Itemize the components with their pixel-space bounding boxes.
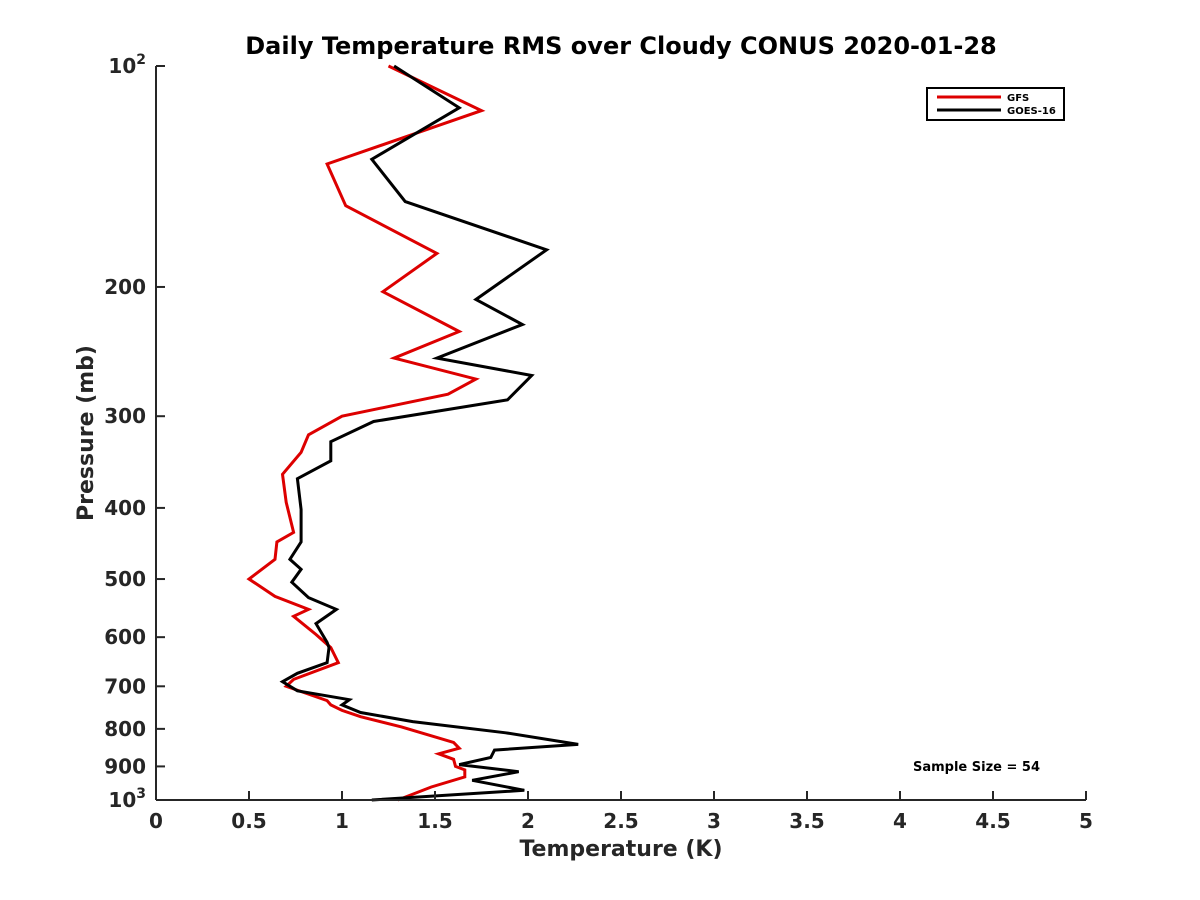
chart-title: Daily Temperature RMS over Cloudy CONUS … xyxy=(245,32,997,60)
x-tick-label: 4.5 xyxy=(975,809,1010,833)
x-tick-label: 2 xyxy=(521,809,535,833)
y-tick-label: 500 xyxy=(104,567,146,591)
x-tick-label: 3.5 xyxy=(789,809,824,833)
x-tick-label: 5 xyxy=(1079,809,1093,833)
series-line-goes-16 xyxy=(279,64,579,802)
y-tick-label: 102 xyxy=(108,52,146,78)
x-tick-label: 0.5 xyxy=(231,809,266,833)
y-tick-label: 900 xyxy=(104,754,146,778)
y-tick-label: 400 xyxy=(104,496,146,520)
legend-box xyxy=(926,87,1065,121)
y-tick-label: 300 xyxy=(104,404,146,428)
y-tick-label: 600 xyxy=(104,625,146,649)
x-tick-label: 0 xyxy=(149,809,163,833)
plot-area: 0 0.5 1 1.5 2 2.5 3 3.5 4 4.5 5 102 200 300 400 500 600 7… xyxy=(104,52,1093,833)
x-tick-label: 1 xyxy=(335,809,349,833)
axes-layer: 0 0.5 1 1.5 2 2.5 3 3.5 4 4.5 5 102 200 300 400 500 600 7… xyxy=(104,52,1093,833)
x-tick-label: 2.5 xyxy=(603,809,638,833)
x-tick-label: 4 xyxy=(893,809,907,833)
sample-size-annotation: Sample Size = 54 xyxy=(913,760,1040,775)
x-tick-label: 3 xyxy=(707,809,721,833)
y-tick-label: 800 xyxy=(104,717,146,741)
y-axis-label: Pressure (mb) xyxy=(74,345,99,521)
series-layer xyxy=(246,64,579,802)
y-tick-label: 103 xyxy=(108,786,146,812)
x-tick-label: 1.5 xyxy=(417,809,452,833)
y-tick-label: 700 xyxy=(104,674,146,698)
legend-label-goes-16: GOES-16 xyxy=(1007,106,1056,117)
series-line-gfs xyxy=(246,64,486,802)
x-axis-label: Temperature (K) xyxy=(519,837,722,862)
legend: GFS GOES-16 xyxy=(926,87,1065,121)
y-tick-label: 200 xyxy=(104,275,146,299)
legend-label-gfs: GFS xyxy=(1007,93,1029,104)
